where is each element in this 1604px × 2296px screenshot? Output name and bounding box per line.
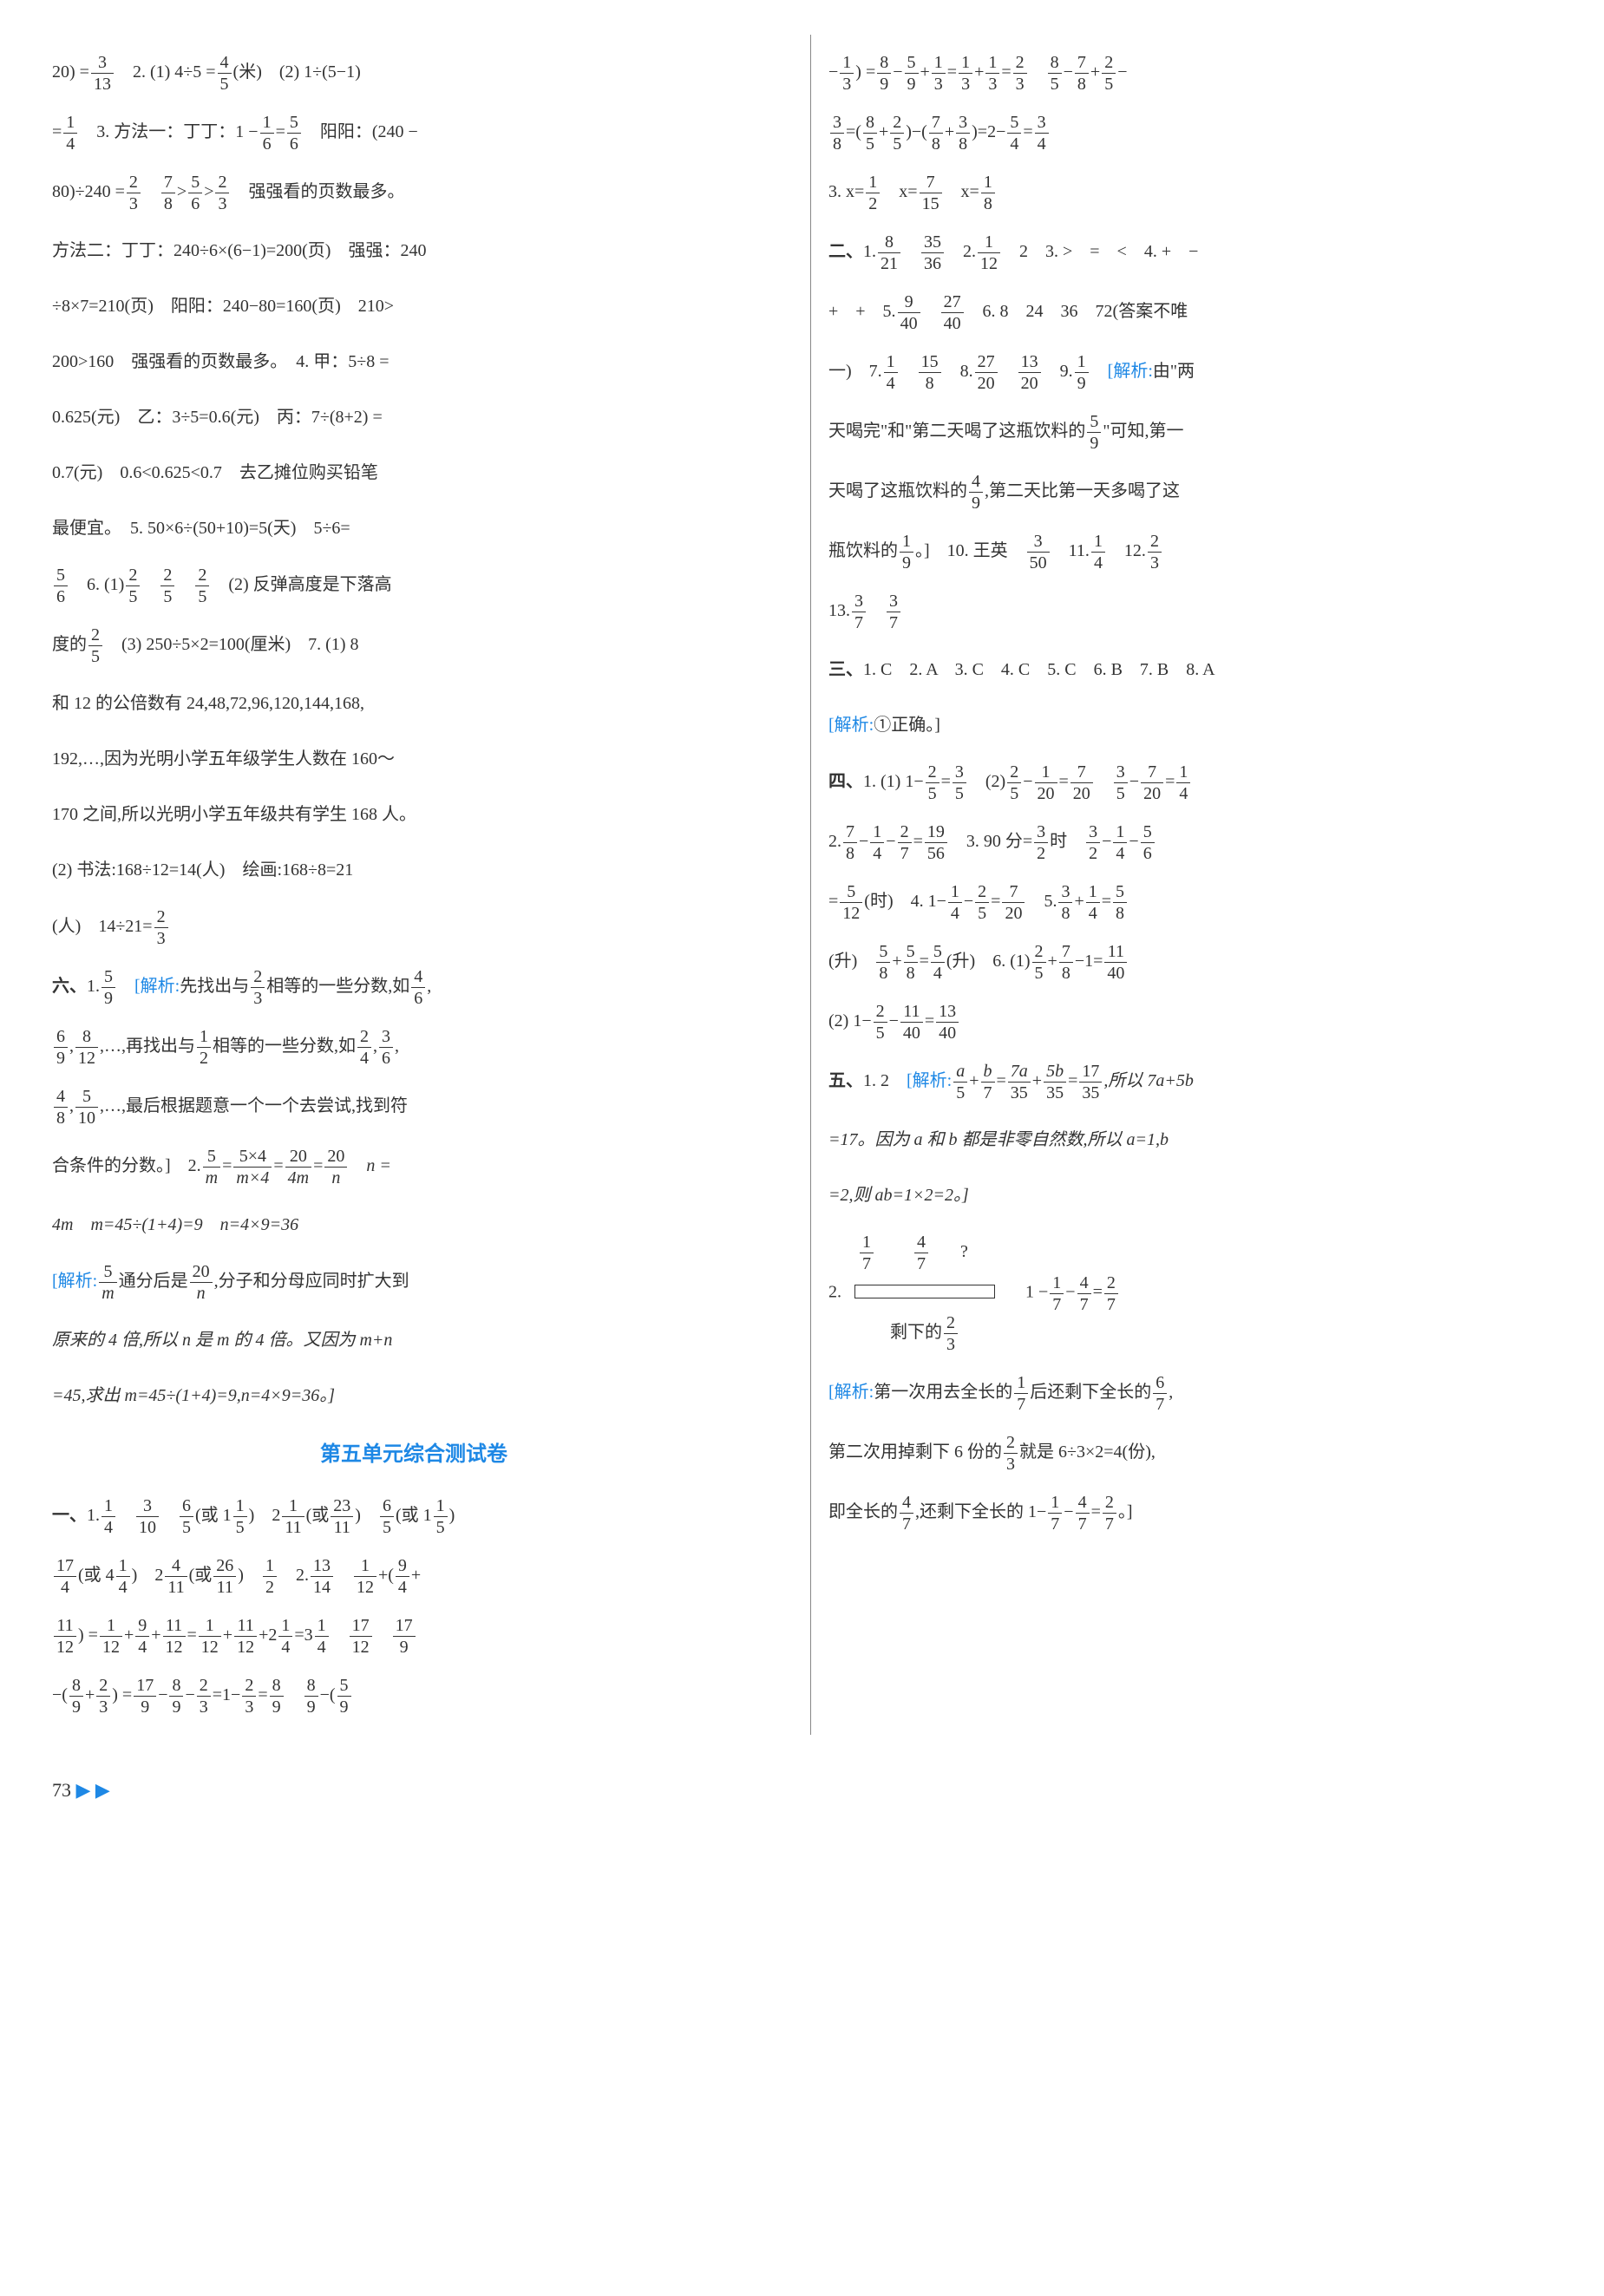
text-line: 六、1.59 [解析:先找出与23相等的一些分数,如46,	[52, 966, 776, 1009]
text-line: 0.625(元) 乙：3÷5=0.6(元) 丙：7÷(8+2) =	[52, 398, 776, 436]
text-line: 4m m=45÷(1+4)=9 n=4×9=36	[52, 1206, 776, 1244]
text-line: 度的25 (3) 250÷5×2=100(厘米) 7. (1) 8	[52, 625, 776, 667]
text-line: 13.37 37	[828, 591, 1552, 633]
text-line: 20) =313 2. (1) 4÷5 =45(米) (2) 1÷(5−1)	[52, 52, 776, 95]
text-line: 170 之间,所以光明小学五年级共有学生 168 人。	[52, 795, 776, 834]
text-line: 2. 17 47 ? 剩下的23 1 −17−47=27	[828, 1232, 1552, 1355]
right-column: −13) =89−59+13=13+13=23 85−78+25− 38=(85…	[810, 35, 1552, 1735]
text-line: 一) 7.14 158 8.2720 1320 9.19 [解析:由"两	[828, 351, 1552, 394]
text-line: =14 3. 方法一：丁丁：1 −16=56 阳阳：(240 −	[52, 112, 776, 154]
text-line: + + 5.940 2740 6. 8 24 36 72(答案不唯	[828, 291, 1552, 334]
page-content: 20) =313 2. (1) 4÷5 =45(米) (2) 1÷(5−1) =…	[52, 35, 1552, 1735]
page-number: 73	[52, 1779, 71, 1801]
text-line: (2) 书法:168÷12=14(人) 绘画:168÷8=21	[52, 851, 776, 889]
text-line: 56 6. (1)25 25 25 (2) 反弹高度是下落高	[52, 565, 776, 607]
left-column: 20) =313 2. (1) 4÷5 =45(米) (2) 1÷(5−1) =…	[52, 35, 776, 1735]
text-line: 一、1.14 310 65(或 115) 2111(或2311) 65(或 11…	[52, 1495, 776, 1538]
text-line: 200>160 强强看的页数最多。 4. 甲：5÷8 =	[52, 343, 776, 381]
text-line: 四、1. (1) 1−25=35 (2)25−120=720 35−720=14	[828, 762, 1552, 804]
text-line: 0.7(元) 0.6<0.625<0.7 去乙摊位购买铅笔	[52, 454, 776, 492]
text-line: (人) 14÷21=23	[52, 906, 776, 949]
text-line: 174(或 414) 2411(或2611) 12 2.1314 112+(94…	[52, 1555, 776, 1598]
text-line: 1112) =112+94+1112=112+1112+214=314 1712…	[52, 1615, 776, 1658]
text-line: 合条件的分数。] 2.5m=5×4m×4=204m=20n n =	[52, 1146, 776, 1188]
text-line: [解析:第一次用去全长的17后还剩下全长的67,	[828, 1372, 1552, 1415]
text-line: 38=(85+25)−(78+38)=2−54=34	[828, 112, 1552, 154]
text-line: 48,510,…,最后根据题意一个一个去尝试,找到符	[52, 1086, 776, 1128]
text-line: 天喝了这瓶饮料的49,第二天比第一天多喝了这	[828, 471, 1552, 513]
text-line: 二、1.821 3536 2.112 2 3. > = < 4. + −	[828, 232, 1552, 274]
text-line: −(89+23) =179−89−23=1−23=89 89−(59	[52, 1675, 776, 1717]
text-line: 3. x=12 x=715 x=18	[828, 172, 1552, 214]
bar-diagram: 17 47 ? 剩下的23	[854, 1232, 995, 1355]
text-line: (升) 58+58=54(升) 6. (1)25+78−1=1140	[828, 941, 1552, 984]
text-line: 瓶饮料的19。] 10. 王英 350 11.14 12.23	[828, 531, 1552, 573]
text-line: 原来的 4 倍,所以 n 是 m 的 4 倍。又因为 m+n	[52, 1321, 776, 1359]
text-line: (2) 1−25−1140=1340	[828, 1001, 1552, 1043]
text-line: 第二次用掉剩下 6 份的23就是 6÷3×2=4(份),	[828, 1432, 1552, 1475]
text-line: 最便宜。 5. 50×6÷(50+10)=5(天) 5÷6=	[52, 509, 776, 547]
unit-title: 第五单元综合测试卷	[52, 1432, 776, 1478]
text-line: 2.78−14−27=1956 3. 90 分=32时 32−14−56	[828, 821, 1552, 864]
text-line: ÷8×7=210(页) 阳阳：240−80=160(页) 210>	[52, 287, 776, 325]
text-line: −13) =89−59+13=13+13=23 85−78+25−	[828, 52, 1552, 95]
text-line: =17。因为 a 和 b 都是非零自然数,所以 a=1,b	[828, 1121, 1552, 1159]
text-line: 方法二：丁丁：240÷6×(6−1)=200(页) 强强：240	[52, 232, 776, 270]
text-line: 192,…,因为光明小学五年级学生人数在 160～	[52, 740, 776, 778]
arrow-icon: ▶ ▶	[76, 1779, 110, 1801]
text-line: =45,求出 m=45÷(1+4)=9,n=4×9=36。]	[52, 1377, 776, 1415]
text-line: [解析:5m通分后是20n,分子和分母应同时扩大到	[52, 1261, 776, 1304]
text-line: 五、1. 2 [解析:a5+b7=7a35+5b35=1735,所以 7a+5b	[828, 1061, 1552, 1103]
text-line: =512(时) 4. 1−14−25=720 5.38+14=58	[828, 881, 1552, 924]
text-line: [解析:①正确。]	[828, 706, 1552, 744]
text-line: 69,812,…,再找出与12相等的一些分数,如24,36,	[52, 1026, 776, 1069]
text-line: =2,则 ab=1×2=2。]	[828, 1176, 1552, 1214]
text-line: 三、1. C 2. A 3. C 4. C 5. C 6. B 7. B 8. …	[828, 651, 1552, 689]
page-footer: 73 ▶ ▶	[52, 1769, 1552, 1811]
text-line: 80)÷240 =23 78>56>23 强强看的页数最多。	[52, 172, 776, 214]
text-line: 和 12 的公倍数有 24,48,72,96,120,144,168,	[52, 684, 776, 723]
text-line: 天喝完"和"第二天喝了这瓶饮料的59"可知,第一	[828, 411, 1552, 454]
text-line: 即全长的47,还剩下全长的 1−17−47=27。]	[828, 1492, 1552, 1534]
